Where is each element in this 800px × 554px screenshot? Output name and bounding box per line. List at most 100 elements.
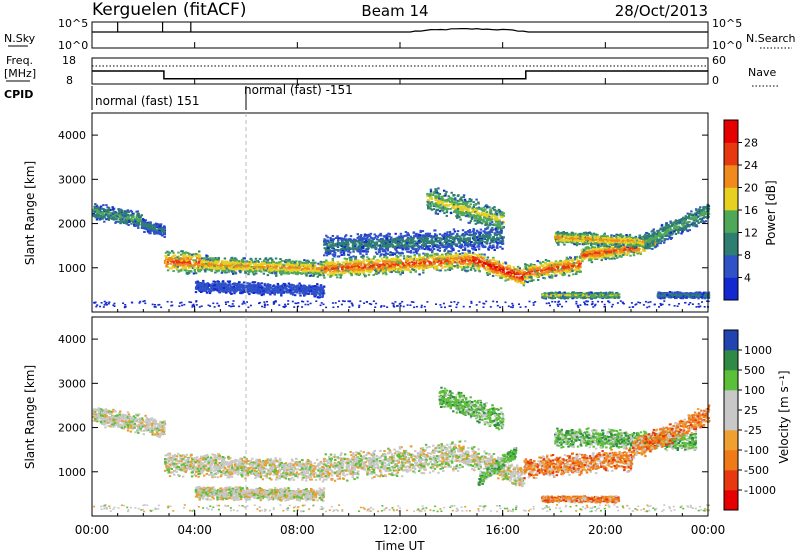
data-point (412, 258, 415, 261)
data-point (280, 263, 283, 266)
data-point (278, 263, 281, 266)
data-point (565, 256, 569, 259)
data-point (571, 233, 574, 236)
data-point (551, 275, 554, 278)
data-point (170, 267, 173, 270)
data-point (556, 261, 559, 264)
data-point (198, 250, 201, 253)
data-point (347, 270, 350, 273)
data-point (368, 268, 372, 271)
data-point (188, 253, 191, 256)
data-point (295, 268, 298, 271)
data-point (248, 260, 251, 263)
data-point (301, 261, 304, 264)
data-point (470, 258, 474, 261)
data-point (613, 249, 616, 252)
data-point (424, 263, 427, 266)
data-point (155, 222, 158, 225)
data-point (430, 256, 433, 259)
data-point (163, 225, 166, 228)
data-point (587, 252, 590, 255)
data-point (196, 257, 199, 259)
data-point (149, 232, 152, 235)
data-point (435, 259, 438, 262)
data-point (353, 265, 356, 268)
data-point (506, 265, 510, 268)
data-point (492, 256, 495, 259)
data-point (579, 262, 582, 265)
data-point (333, 267, 336, 270)
data-point (172, 270, 175, 272)
data-point (153, 223, 156, 226)
data-point (308, 265, 312, 268)
data-point (273, 263, 276, 266)
data-point (353, 272, 357, 275)
data-point (193, 266, 196, 269)
data-point (260, 268, 263, 271)
data-point (192, 259, 195, 262)
data-point (607, 254, 611, 257)
data-point (495, 263, 498, 266)
data-point (572, 273, 575, 276)
data-point (177, 255, 181, 258)
data-point (263, 266, 266, 269)
data-point (615, 233, 618, 236)
data-point (250, 261, 253, 264)
data-point (461, 263, 465, 265)
data-point (580, 258, 584, 261)
data-point (605, 246, 608, 249)
data-point (291, 272, 295, 275)
data-point (546, 268, 549, 271)
data-point (409, 258, 412, 261)
data-point (313, 261, 316, 264)
data-point (118, 217, 122, 219)
data-point (504, 266, 508, 269)
data-point (522, 284, 525, 287)
data-point (222, 260, 225, 263)
data-point (234, 257, 237, 260)
data-point (438, 256, 441, 259)
data-point (236, 265, 239, 268)
data-point (495, 266, 498, 269)
data-point (483, 259, 486, 262)
data-point (554, 274, 557, 277)
data-point (194, 262, 197, 265)
data-point (606, 252, 609, 255)
data-point (416, 259, 419, 262)
data-point (507, 275, 510, 277)
data-point (385, 257, 388, 260)
data-point (370, 258, 373, 261)
data-point (345, 266, 348, 269)
data-point (165, 265, 168, 268)
data-point (573, 236, 577, 238)
freq-label-line1: Freq. (6, 54, 33, 67)
data-point (566, 258, 570, 261)
data-point (553, 264, 556, 267)
data-point (547, 275, 551, 278)
data-point (310, 269, 313, 272)
data-point (618, 242, 621, 245)
data-point (448, 269, 452, 271)
data-point (439, 262, 443, 265)
data-point (357, 268, 360, 271)
data-point (451, 257, 454, 260)
data-point (446, 257, 450, 260)
data-point (200, 257, 204, 260)
data-point (143, 227, 146, 230)
data-point (547, 260, 551, 262)
data-point (460, 262, 463, 265)
data-point (684, 228, 687, 231)
data-point (184, 266, 188, 269)
data-point (609, 251, 612, 254)
data-point (539, 272, 542, 275)
data-point (598, 250, 601, 253)
data-point (470, 265, 473, 268)
data-point (670, 223, 674, 226)
data-point (137, 213, 140, 216)
data-point (350, 258, 353, 261)
data-point (112, 216, 115, 219)
data-point (246, 261, 249, 264)
data-point (488, 271, 491, 274)
data-point (578, 243, 581, 246)
data-point (243, 266, 247, 269)
